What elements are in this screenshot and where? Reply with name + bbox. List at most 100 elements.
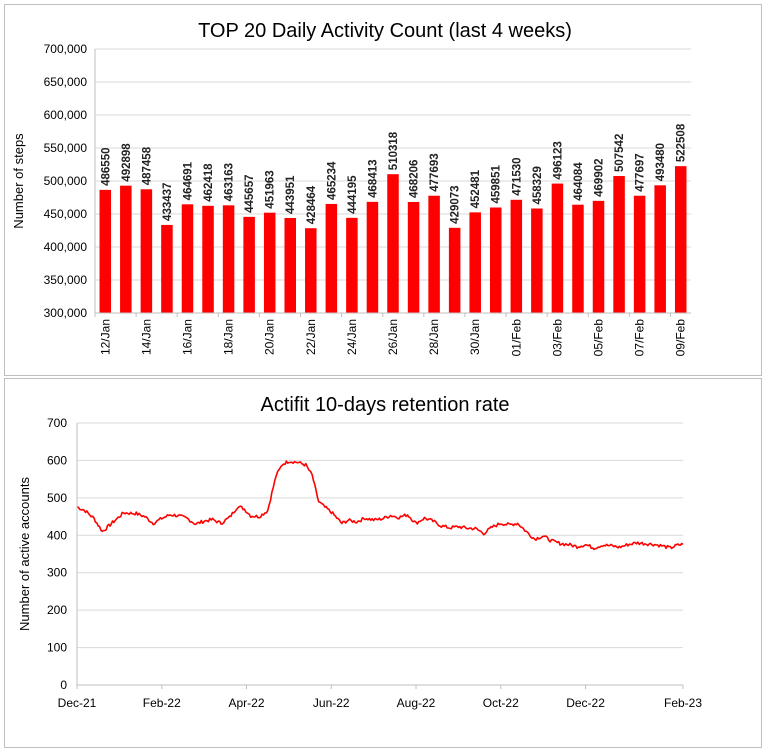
- bar-x-tick-label: 03/Feb: [550, 319, 564, 357]
- bar-x-tick-label: 01/Feb: [509, 319, 523, 357]
- bar-y-tick-label: 650,000: [44, 75, 88, 89]
- bar-x-tick-label: 22/Jan: [304, 319, 318, 355]
- bar-data-label: 468413: [367, 159, 379, 197]
- line-chart-title: Actifit 10-days retention rate: [260, 394, 509, 416]
- retention-chart-panel: Actifit 10-days retention rate Number of…: [4, 378, 762, 748]
- bar-28/Jan: [428, 195, 440, 313]
- bar-07/Feb: [633, 195, 646, 313]
- bar-26/Jan: [387, 174, 399, 313]
- line-y-tick-label: 700: [47, 416, 67, 430]
- bar-data-label: 486550: [100, 148, 112, 186]
- bar-data-label: 462418: [203, 163, 215, 202]
- bar-20/Jan: [263, 212, 276, 313]
- bar-y-tick-label: 700,000: [44, 42, 88, 56]
- bar-02/Feb: [531, 208, 543, 313]
- bar-04/Feb: [572, 204, 584, 313]
- line-y-tick-label: 300: [47, 566, 67, 580]
- bar-16/Jan: [181, 204, 194, 313]
- bar-data-label: 429073: [450, 185, 462, 223]
- line-x-tick-label: Dec-22: [566, 696, 605, 710]
- bar-data-label: 458329: [532, 166, 544, 204]
- bar-01/Feb: [510, 199, 523, 313]
- bar-data-label: 443951: [285, 175, 297, 214]
- bar-chart-title: TOP 20 Daily Activity Count (last 4 week…: [198, 20, 572, 42]
- bar-x-tick-label: 16/Jan: [180, 319, 194, 355]
- line-y-tick-label: 100: [47, 641, 67, 655]
- line-chart-y-axis-label: Number of active accounts: [17, 477, 32, 631]
- line-y-tick-label: 600: [47, 453, 67, 467]
- bar-27/Jan: [407, 201, 420, 313]
- retention-line-chart: Actifit 10-days retention rate Number of…: [17, 394, 702, 710]
- bar-x-tick-label: 14/Jan: [139, 319, 153, 355]
- bar-14/Jan: [140, 189, 153, 313]
- bar-30/Jan: [469, 212, 481, 313]
- bar-data-label: 477693: [429, 153, 441, 191]
- line-x-tick-label: Oct-22: [483, 696, 519, 710]
- activity-bar-chart: TOP 20 Daily Activity Count (last 4 week…: [11, 20, 691, 357]
- bar-data-label: 428464: [306, 185, 318, 224]
- bar-data-label: 507542: [614, 134, 626, 172]
- bar-25/Jan: [366, 201, 379, 313]
- bar-data-label: 469902: [594, 158, 606, 196]
- bar-12/Jan: [99, 189, 112, 313]
- bar-data-label: 493480: [655, 143, 667, 181]
- line-y-tick-label: 0: [60, 678, 67, 692]
- bar-data-label: 464691: [182, 161, 194, 200]
- bar-data-label: 510318: [388, 131, 400, 170]
- bar-data-label: 463163: [224, 163, 236, 201]
- bar-03/Feb: [551, 183, 564, 313]
- bar-data-label: 452481: [470, 169, 482, 208]
- bar-31/Jan: [490, 207, 502, 313]
- line-x-tick-label: Dec-21: [58, 696, 97, 710]
- bar-05/Feb: [592, 200, 605, 313]
- bar-data-label: 477697: [635, 153, 647, 191]
- line-x-tick-label: Apr-22: [228, 696, 264, 710]
- bar-29/Jan: [448, 227, 461, 313]
- line-x-tick-label: Feb-23: [664, 696, 702, 710]
- bar-x-tick-label: 18/Jan: [222, 319, 236, 355]
- bar-x-tick-label: 07/Feb: [633, 319, 647, 357]
- bar-chart-y-axis-label: Number of steps: [11, 133, 26, 229]
- bar-y-tick-label: 500,000: [44, 174, 88, 188]
- bar-data-label: 444195: [347, 175, 359, 214]
- bar-data-label: 522508: [676, 123, 688, 162]
- bar-x-tick-label: 30/Jan: [468, 319, 482, 355]
- bar-15/Jan: [161, 224, 173, 313]
- bar-x-tick-label: 24/Jan: [345, 319, 359, 355]
- bar-data-label: 492898: [121, 143, 133, 182]
- bar-data-label: 465234: [326, 161, 338, 200]
- line-y-tick-label: 200: [47, 603, 67, 617]
- bar-x-tick-label: 05/Feb: [592, 319, 606, 357]
- bar-data-label: 487458: [141, 146, 153, 185]
- bar-data-label: 451963: [265, 170, 277, 208]
- bar-17/Jan: [202, 205, 214, 313]
- line-y-tick-label: 500: [47, 491, 67, 505]
- bar-09/Feb: [674, 166, 687, 313]
- bar-data-label: 459851: [491, 165, 503, 204]
- bar-y-tick-label: 600,000: [44, 108, 88, 122]
- line-x-tick-label: Aug-22: [397, 696, 436, 710]
- line-y-tick-label: 400: [47, 528, 67, 542]
- bar-21/Jan: [284, 217, 296, 313]
- bar-x-tick-label: 20/Jan: [263, 319, 277, 355]
- line-x-tick-label: Jun-22: [313, 696, 350, 710]
- bar-06/Feb: [613, 176, 625, 313]
- bar-y-tick-label: 550,000: [44, 141, 88, 155]
- bar-data-label: 433437: [162, 183, 174, 221]
- bar-19/Jan: [243, 216, 255, 313]
- bar-data-label: 468206: [409, 160, 421, 198]
- bar-x-tick-label: 28/Jan: [427, 319, 441, 355]
- bar-y-tick-label: 350,000: [44, 273, 88, 287]
- bar-22/Jan: [305, 228, 317, 313]
- bar-y-tick-label: 450,000: [44, 207, 88, 221]
- line-x-tick-label: Feb-22: [143, 696, 181, 710]
- retention-series-line: [76, 460, 684, 551]
- bar-x-tick-label: 09/Feb: [674, 319, 688, 357]
- bar-24/Jan: [346, 217, 358, 313]
- bar-x-tick-label: 26/Jan: [386, 319, 400, 355]
- bar-y-tick-label: 400,000: [44, 240, 88, 254]
- bar-y-tick-label: 300,000: [44, 306, 88, 320]
- bar-18/Jan: [222, 205, 235, 313]
- activity-count-chart-panel: TOP 20 Daily Activity Count (last 4 week…: [4, 4, 762, 376]
- bar-data-label: 496123: [552, 141, 564, 179]
